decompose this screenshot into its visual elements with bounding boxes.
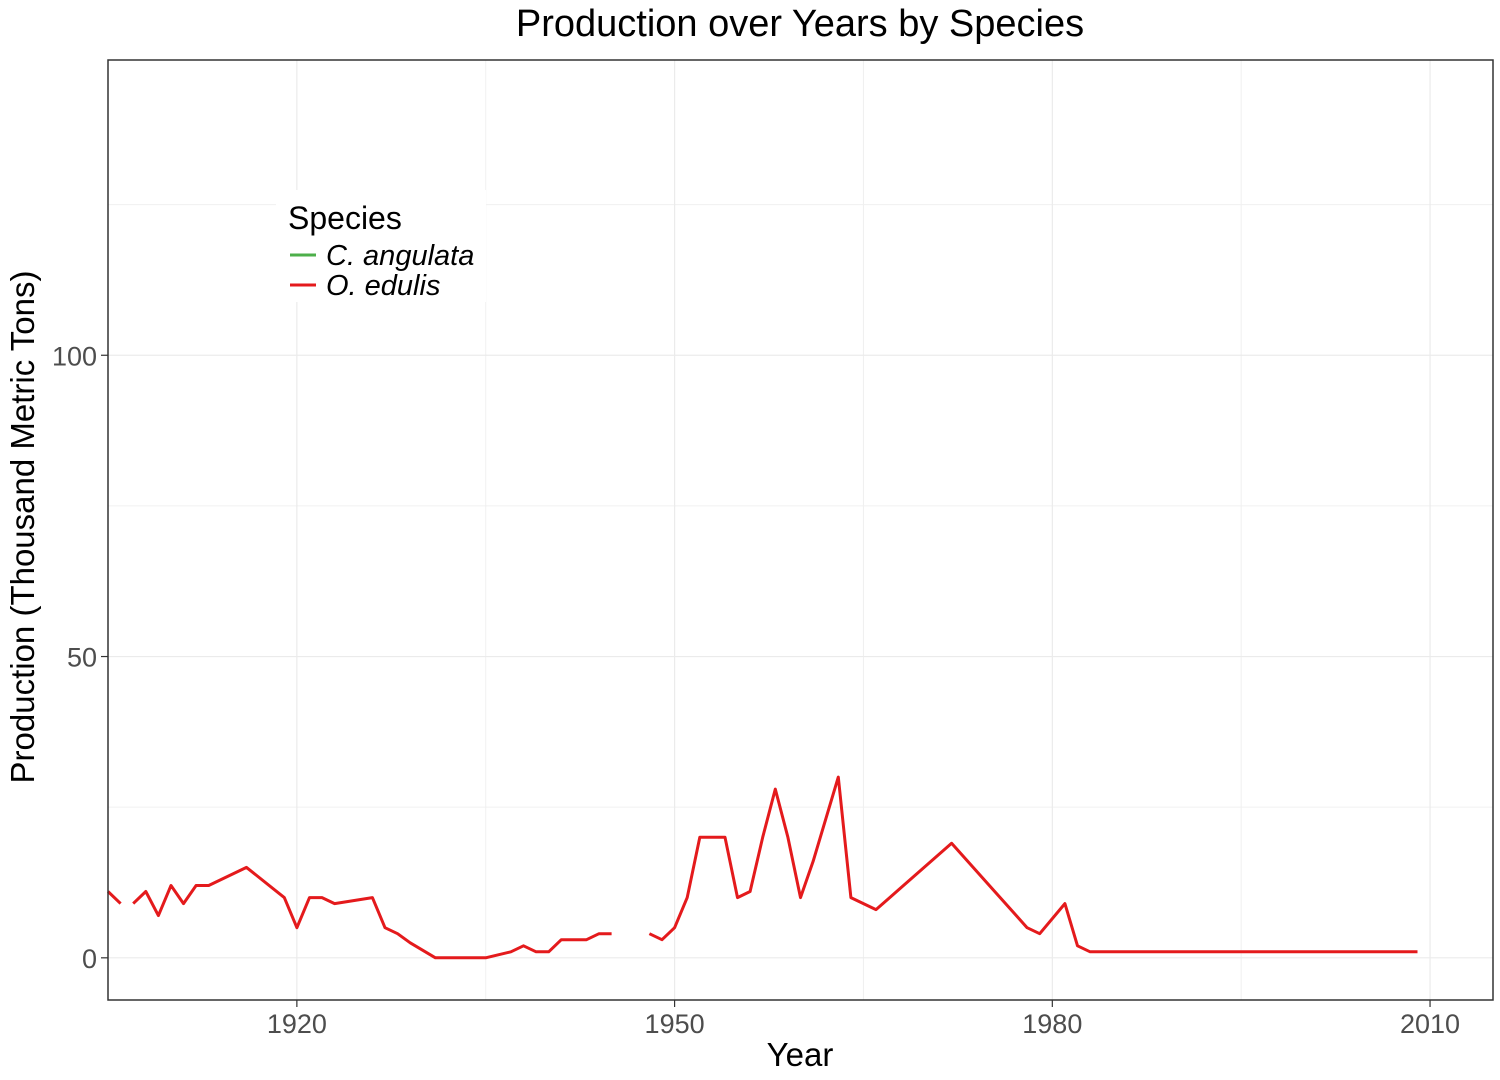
legend-label-o-edulis: O. edulis (326, 270, 440, 302)
legend-label-c-angulata: C. angulata (326, 240, 474, 272)
gridlines (108, 60, 1493, 1000)
x-tick-label: 1980 (1022, 1009, 1082, 1039)
y-tick-label: 50 (67, 643, 97, 673)
x-tick-label: 1920 (267, 1009, 327, 1039)
y-tick-label: 0 (82, 944, 97, 974)
series-line-o-edulis (132, 865, 612, 960)
x-tick-label: 2010 (1400, 1009, 1460, 1039)
x-axis: 1920 1950 1980 2010 (267, 1000, 1460, 1039)
x-axis-title: Year (767, 1036, 834, 1073)
chart-title: Production over Years by Species (516, 3, 1084, 45)
legend-background (276, 190, 486, 302)
y-axis-title: Production (Thousand Metric Tons) (4, 271, 41, 784)
plot-border (107, 59, 1494, 1001)
series-layer (106, 775, 1418, 960)
y-tick-label: 100 (52, 341, 97, 371)
legend: Species C. angulata O. edulis (276, 190, 486, 302)
series-line-o-edulis (648, 775, 1418, 954)
x-tick-label: 1950 (645, 1009, 705, 1039)
y-axis: 0 50 100 (52, 341, 108, 974)
series-line-o-edulis (106, 890, 122, 905)
legend-title: Species (288, 200, 402, 236)
